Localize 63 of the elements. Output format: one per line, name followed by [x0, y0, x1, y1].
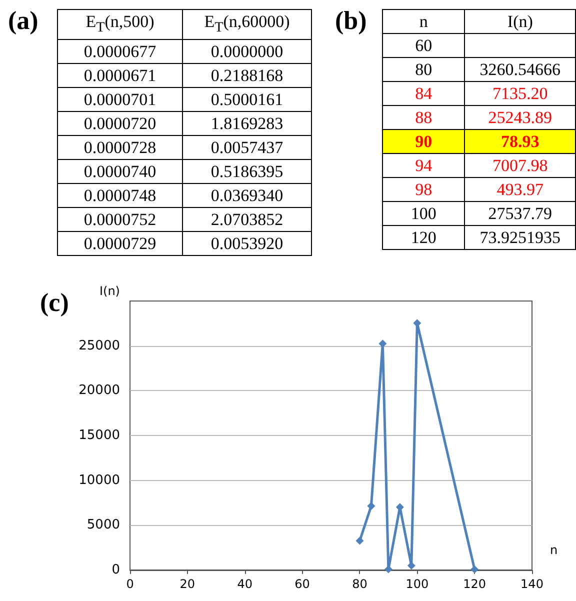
point: [356, 536, 364, 545]
point: [470, 565, 479, 574]
y-tick-label: 10000: [78, 472, 120, 488]
text: 0.0000740: [84, 162, 156, 182]
point: [407, 562, 416, 570]
text: 90: [415, 132, 432, 151]
text: 0.0000677: [84, 42, 156, 62]
y-tick-label: 0: [112, 562, 120, 578]
text: 7007.98: [492, 156, 548, 175]
y-tick-label: 25000: [78, 338, 120, 354]
text: 2.0703852: [210, 210, 284, 230]
y-tick-label: 5000: [86, 518, 120, 533]
text: 0.2188168: [210, 66, 284, 86]
x-tick-label: 40: [237, 577, 252, 591]
category-label: n: [382, 10, 465, 34]
text: 84: [415, 84, 432, 103]
x-tick-label: 140: [520, 577, 544, 591]
text: 0.0000701: [84, 90, 156, 110]
text: 1.8169283: [210, 114, 284, 134]
text: 0.0000000: [210, 42, 284, 62]
text: 60: [415, 36, 432, 55]
text: 120: [410, 228, 436, 247]
text: 78.93: [501, 132, 540, 151]
text: 0.5000161: [210, 90, 284, 110]
text: 94: [415, 156, 432, 175]
text: 0.0000748: [84, 186, 156, 206]
x-tick-label: 60: [294, 577, 310, 591]
x-tick-label: 80: [352, 577, 368, 591]
category-label: E$_{T}$(n,500): [58, 10, 182, 40]
x-tick-label: 20: [180, 577, 196, 591]
x-tick-label: 100: [406, 577, 429, 591]
text: 0.0000728: [84, 138, 156, 158]
text: 0.0369340: [210, 186, 284, 206]
text: 0.0000720: [84, 114, 156, 134]
chart-title: (c): [40, 288, 69, 318]
text: 73.9251935: [480, 228, 561, 247]
text: 0.0000671: [84, 66, 156, 86]
x-axis-title: n: [550, 543, 558, 557]
category-label: E$_{T}$(n,60000): [182, 10, 312, 40]
text: 493.97: [496, 180, 544, 199]
text: 27537.79: [488, 204, 552, 223]
text: 0.0000729: [84, 234, 156, 254]
text: 88: [415, 108, 432, 127]
text: (a): [8, 6, 38, 36]
y-tick-label: 20000: [78, 383, 120, 398]
text: (b): [335, 6, 367, 36]
point: [384, 565, 392, 574]
text: 0.0000752: [84, 210, 156, 230]
y-tick-label: 15000: [78, 428, 120, 443]
point: [367, 502, 376, 510]
x-tick-label: 120: [463, 577, 486, 591]
text: 80: [415, 60, 432, 79]
text: 0.0057437: [210, 138, 284, 158]
x-tick-label: 0: [126, 577, 134, 591]
text: 98: [415, 180, 432, 199]
category-label: I(n): [464, 10, 576, 34]
text: 7135.20: [492, 84, 548, 103]
text: 100: [410, 204, 436, 223]
y-axis-title: I(n): [99, 284, 120, 298]
text: 0.0053920: [210, 234, 284, 254]
text: 25243.89: [488, 108, 552, 127]
text: 0.5186395: [210, 162, 284, 182]
text: 3260.54666: [480, 60, 561, 79]
